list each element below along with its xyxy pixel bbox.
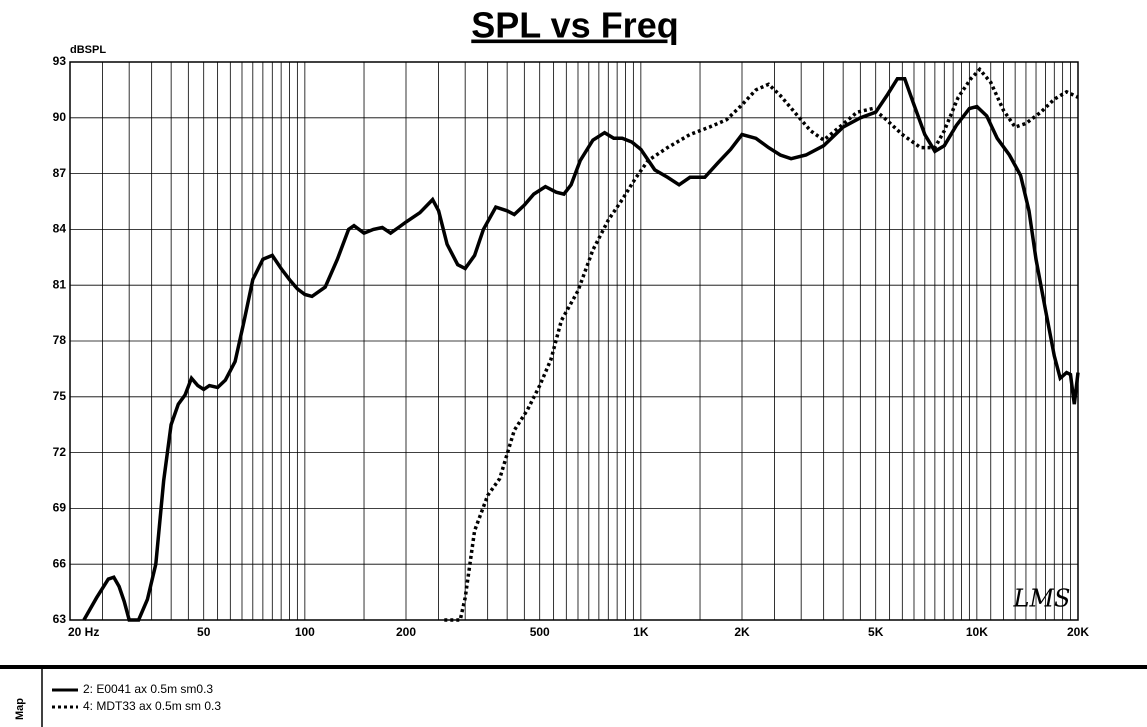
- x-tick-label: 10K: [966, 625, 988, 639]
- plot-frame: [69, 61, 1079, 621]
- x-tick-label: 20K: [1067, 625, 1089, 639]
- y-tick-label: 84: [53, 222, 67, 236]
- y-tick-label: 66: [53, 556, 67, 570]
- y-tick-label: 87: [53, 166, 67, 180]
- x-tick-label: 1K: [633, 625, 649, 639]
- y-tick-label: 90: [53, 110, 67, 124]
- series-line: [82, 76, 1080, 622]
- y-tick-label: 63: [53, 612, 67, 626]
- side-label: Map: [14, 698, 26, 720]
- y-tick-label: 69: [53, 501, 67, 515]
- y-axis-label: dBSPL: [70, 44, 106, 56]
- y-tick-label: 72: [53, 445, 67, 459]
- y-tick-label: 75: [53, 389, 67, 403]
- x-tick-label: 200: [396, 625, 416, 639]
- chart-title: SPL vs Freq: [471, 5, 678, 46]
- y-tick-label: 93: [53, 54, 67, 68]
- x-tick-label: 20 Hz: [68, 625, 99, 639]
- x-tick-label: 5K: [868, 625, 884, 639]
- x-tick-label: 50: [197, 625, 211, 639]
- y-tick-label: 81: [53, 277, 67, 291]
- y-tick-label: 78: [53, 333, 67, 347]
- series-line: [444, 66, 1079, 622]
- watermark: LMS: [1013, 585, 1071, 613]
- legend-label: 2: E0041 ax 0.5m sm0.3: [83, 682, 213, 696]
- x-tick-label: 100: [295, 625, 315, 639]
- x-tick-label: 2K: [734, 625, 750, 639]
- x-tick-label: 500: [530, 625, 550, 639]
- legend-label: 4: MDT33 ax 0.5m sm 0.3: [83, 699, 221, 713]
